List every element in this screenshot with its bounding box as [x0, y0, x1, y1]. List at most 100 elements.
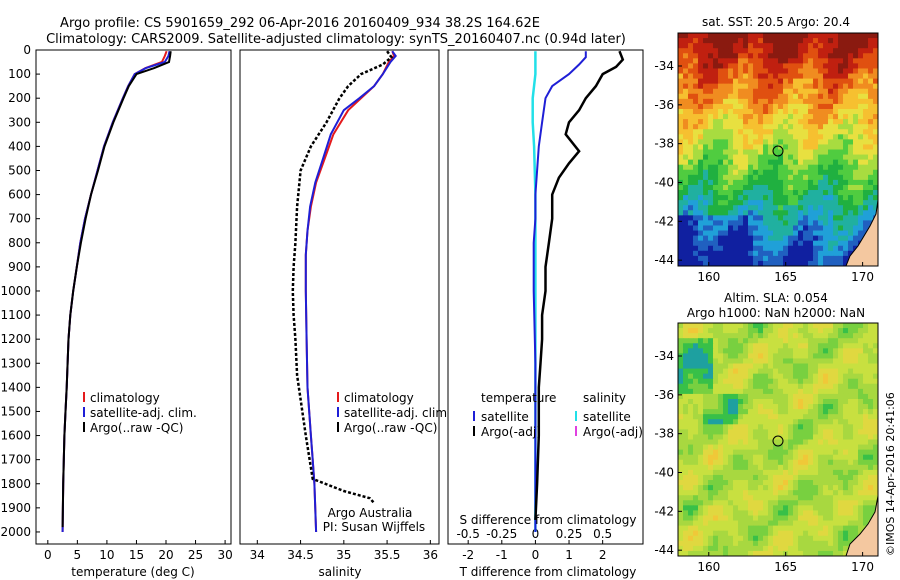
sst-cell — [873, 179, 879, 186]
sst-cell — [713, 154, 719, 161]
sst-cell — [828, 134, 834, 140]
sla-cell — [678, 409, 684, 415]
sla-cell — [733, 535, 739, 542]
sst-cell — [693, 205, 699, 211]
sst-cell — [803, 225, 809, 232]
sla-cell — [823, 515, 829, 522]
sla-cell — [778, 388, 784, 395]
sst-cell — [678, 225, 684, 232]
sla-cell — [838, 459, 844, 466]
sla-cell — [763, 388, 769, 395]
sla-cell — [718, 323, 724, 329]
sst-cell — [708, 48, 714, 54]
sst-cell — [848, 205, 854, 211]
sla-cell — [843, 515, 849, 522]
sst-cell — [873, 190, 879, 196]
sla-cell — [788, 363, 794, 370]
sla-cell — [688, 363, 694, 370]
sst-cell — [833, 108, 839, 115]
sla-cell — [808, 464, 814, 471]
sst-cell — [733, 159, 739, 166]
sla-cell — [763, 535, 769, 542]
sla-cell — [863, 520, 869, 527]
sla-cell — [863, 500, 869, 506]
sla-cell — [723, 363, 729, 370]
sla-cell — [738, 409, 744, 415]
sst-cell — [738, 200, 744, 206]
sst-cell — [793, 33, 799, 39]
sla-cell — [753, 363, 759, 370]
sla-cell — [748, 363, 754, 370]
sla-cell — [753, 505, 759, 511]
sla-cell — [863, 439, 869, 446]
sst-cell — [718, 43, 724, 49]
sst-cell — [703, 164, 709, 171]
sst-cell — [778, 210, 784, 216]
sst-cell — [823, 93, 829, 100]
sla-cell — [813, 530, 819, 537]
sla-cell — [773, 328, 779, 334]
sla-cell — [803, 495, 809, 501]
sst-cell — [838, 124, 844, 130]
sla-cell — [773, 439, 779, 446]
sla-cell — [743, 434, 749, 440]
sla-cell — [743, 424, 749, 430]
sst-cell — [818, 169, 824, 176]
sla-cell — [693, 515, 699, 522]
sla-cell — [813, 505, 819, 511]
sla-cell — [708, 530, 714, 537]
sst-cell — [698, 48, 704, 54]
sla-cell — [793, 550, 799, 557]
sla-cell — [753, 358, 759, 365]
sla-cell — [713, 525, 719, 532]
sla-cell — [858, 358, 864, 365]
sla-cell — [793, 348, 799, 354]
sla-cell — [828, 353, 834, 359]
sst-cell — [758, 205, 764, 211]
sla-cell — [788, 550, 794, 557]
sst-cell — [843, 98, 849, 105]
sst-cell — [828, 93, 834, 100]
sst-cell — [743, 58, 749, 64]
sla-cell — [728, 388, 734, 395]
sst-cell — [693, 215, 699, 221]
temperature-tick-label: 30 — [217, 548, 232, 562]
sst-cell — [718, 205, 724, 211]
sla-cell — [773, 500, 779, 506]
sla-cell — [703, 485, 709, 491]
depth-tick-label: 2000 — [0, 525, 31, 539]
sst-cell — [813, 245, 819, 252]
sla-cell — [698, 358, 704, 365]
sst-cell — [743, 119, 749, 125]
sla-cell — [873, 495, 879, 501]
sla-cell — [778, 480, 784, 486]
sla-cell — [803, 424, 809, 430]
sla-cell — [798, 545, 804, 552]
sla-cell — [733, 358, 739, 365]
sst-cell — [743, 48, 749, 54]
sst-cell — [753, 93, 759, 100]
sla-cell — [683, 474, 689, 481]
sla-cell — [763, 368, 769, 375]
sst-cell — [848, 149, 854, 156]
sla-cell — [793, 525, 799, 532]
sla-cell — [738, 449, 744, 456]
sst-cell — [678, 190, 684, 196]
sla-cell — [828, 495, 834, 501]
sst-cell — [763, 43, 769, 49]
sla-cell — [743, 485, 749, 491]
sla-cell — [758, 464, 764, 471]
sst-cell — [743, 169, 749, 176]
sst-cell — [748, 210, 754, 216]
sla-cell — [703, 419, 709, 425]
sst-cell — [753, 190, 759, 196]
sla-cell — [713, 485, 719, 491]
sla-cell — [868, 404, 874, 410]
sla-cell — [823, 414, 829, 420]
sla-cell — [818, 429, 824, 435]
sst-cell — [733, 184, 739, 191]
sla-cell — [718, 449, 724, 456]
sla-cell — [808, 535, 814, 542]
sla-cell — [728, 540, 734, 547]
depth-tick-label: 1800 — [0, 477, 31, 491]
